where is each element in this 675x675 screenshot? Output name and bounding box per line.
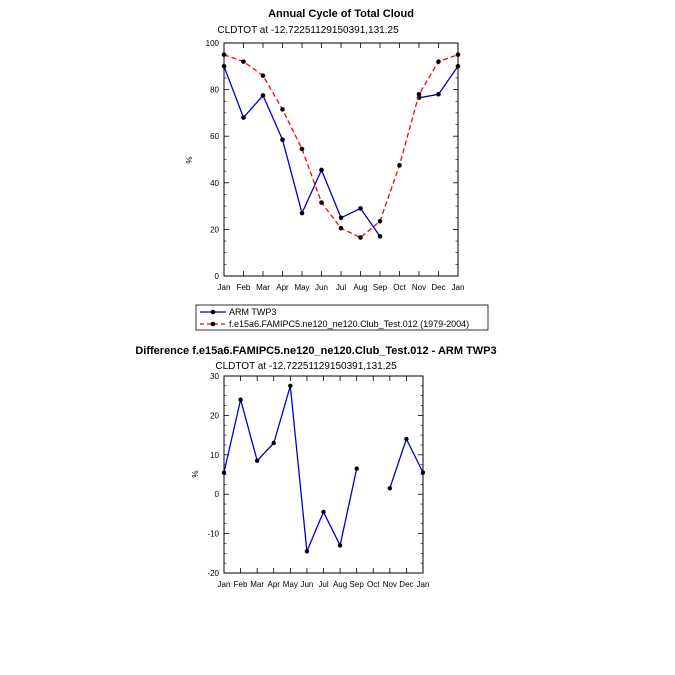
chart2-series-0-point xyxy=(321,509,326,515)
chart1-xtick-label: Mar xyxy=(256,283,270,292)
chart2-ytick-label: 30 xyxy=(210,372,219,381)
chart2-xtick-label: Jan xyxy=(218,580,231,589)
chart2-series-0-point xyxy=(304,549,310,554)
chart1-series-1-point xyxy=(299,146,305,152)
chart1-series-0-point xyxy=(338,215,344,221)
chart1-ytick-label: 0 xyxy=(215,272,220,281)
chart2-xtick-label: Oct xyxy=(367,580,380,589)
legend-label-arm: ARM TWP3 xyxy=(229,307,276,317)
legend-box xyxy=(195,304,489,331)
chart1-series-1-point xyxy=(241,59,246,64)
chart1-series-0-point xyxy=(377,234,383,239)
chart1-xtick-label: Jun xyxy=(315,283,328,292)
chart1-legend: ARM TWP3 f.e15a6.FAMIPC5.ne120_ne120.Clu… xyxy=(195,304,489,331)
chart2-series-0-line xyxy=(389,438,424,489)
chart1-ytick-label: 100 xyxy=(206,39,220,48)
chart1-series-1-point xyxy=(221,52,227,57)
chart1-series-1-point xyxy=(416,91,422,97)
chart1-xtick-label: Nov xyxy=(412,283,426,292)
chart2-ytick-label: 20 xyxy=(210,411,219,420)
chart1-series-0-point xyxy=(280,137,285,142)
chart2-ytick-label: 10 xyxy=(210,451,219,460)
chart1-series-0-point xyxy=(358,206,363,211)
chart1-xtick-label: Oct xyxy=(393,283,406,292)
chart1-xtick-label: May xyxy=(294,283,309,292)
chart2-xtick-label: Jul xyxy=(318,580,328,589)
chart2-xtick-label: Jan xyxy=(417,580,430,589)
chart1-series-1-point xyxy=(397,163,402,168)
chart1-series-1-point xyxy=(338,225,344,231)
legend-marker-model xyxy=(210,321,216,327)
chart1-ytick-label: 80 xyxy=(210,86,219,95)
chart1-xtick-label: Jan xyxy=(452,283,465,292)
chart2-xtick-label: Dec xyxy=(399,580,413,589)
chart1-series-1-point xyxy=(260,73,266,78)
chart2-series-0-point xyxy=(254,458,260,463)
chart2-xtick-label: Jun xyxy=(300,580,313,589)
chart1-series-1-point xyxy=(358,235,363,240)
chart1-series-0-point xyxy=(299,210,305,216)
chart2-xtick-label: Feb xyxy=(234,580,248,589)
legend-marker-arm xyxy=(210,309,216,315)
chart2-xtick-label: Sep xyxy=(350,580,365,589)
chart2-series-0-point xyxy=(288,383,293,389)
chart2-xtick-label: Apr xyxy=(268,580,281,589)
chart2-xtick-label: Nov xyxy=(383,580,397,589)
chart2-ytick-label: 0 xyxy=(215,490,220,499)
chart1-series-1-line xyxy=(223,54,459,239)
chart2-series-0-line xyxy=(223,385,358,552)
chart1-series-1-point xyxy=(436,59,441,64)
chart2-series-0-point xyxy=(404,436,409,442)
chart2-frame xyxy=(223,375,424,574)
chart2-xtick-label: Aug xyxy=(333,580,347,589)
chart2-series-0-point xyxy=(387,486,393,491)
chart1-xtick-label: Jan xyxy=(218,283,231,292)
chart1-series-0-point xyxy=(436,91,441,97)
chart2-series-0-point xyxy=(221,470,227,475)
chart1-series-1-point xyxy=(455,52,461,57)
chart1-xtick-label: Dec xyxy=(431,283,445,292)
chart1-xtick-label: Apr xyxy=(276,283,289,292)
chart1-xtick-label: Feb xyxy=(237,283,251,292)
chart1-ytick-label: 40 xyxy=(210,179,219,188)
chart2-title: Difference f.e15a6.FAMIPC5.ne120_ne120.C… xyxy=(135,345,496,357)
chart1-series-1-point xyxy=(377,218,383,224)
chart1-ylabel: % xyxy=(185,156,194,163)
chart2-xtick-label: May xyxy=(283,580,298,589)
chart1-series-1-point xyxy=(319,200,324,205)
chart1-series-0-point xyxy=(221,64,227,69)
chart1-series-0-point xyxy=(319,167,324,173)
chart1-ytick-label: 60 xyxy=(210,132,219,141)
chart1-ytick-label: 20 xyxy=(210,225,219,234)
chart2-series-0-point xyxy=(337,543,343,548)
chart1-xtick-label: Jul xyxy=(336,283,346,292)
chart1-series-1-point xyxy=(280,107,285,112)
chart2-ytick-label: -10 xyxy=(207,530,219,539)
chart1-subtitle: CLDTOT at -12.72251129150391,131.25 xyxy=(217,25,399,36)
legend-label-model: f.e15a6.FAMIPC5.ne120_ne120.Club_Test.01… xyxy=(229,319,469,329)
chart1-xtick-label: Sep xyxy=(373,283,388,292)
chart2-ylabel: % xyxy=(191,470,200,477)
chart2-xtick-label: Mar xyxy=(250,580,264,589)
chart2-ytick-label: -20 xyxy=(207,569,219,578)
chart1-xtick-label: Aug xyxy=(353,283,367,292)
chart1-series-0-point xyxy=(241,115,246,120)
chart1-title: Annual Cycle of Total Cloud xyxy=(268,8,414,20)
chart1-frame xyxy=(223,42,459,277)
chart1-series-0-point xyxy=(455,64,461,69)
chart1-series-0-point xyxy=(260,93,266,98)
chart2-series-0-point xyxy=(271,440,276,446)
chart2-series-0-point xyxy=(420,470,426,475)
chart2-series-0-point xyxy=(354,466,359,471)
chart1-plot-area: 0 20 40 60 80 100 Jan Feb Mar Apr May Jun Jul Aug Sep O… xyxy=(206,39,465,292)
chart2-series-0-point xyxy=(238,397,243,402)
chart2-subtitle: CLDTOT at -12.72251129150391,131.25 xyxy=(215,361,397,372)
